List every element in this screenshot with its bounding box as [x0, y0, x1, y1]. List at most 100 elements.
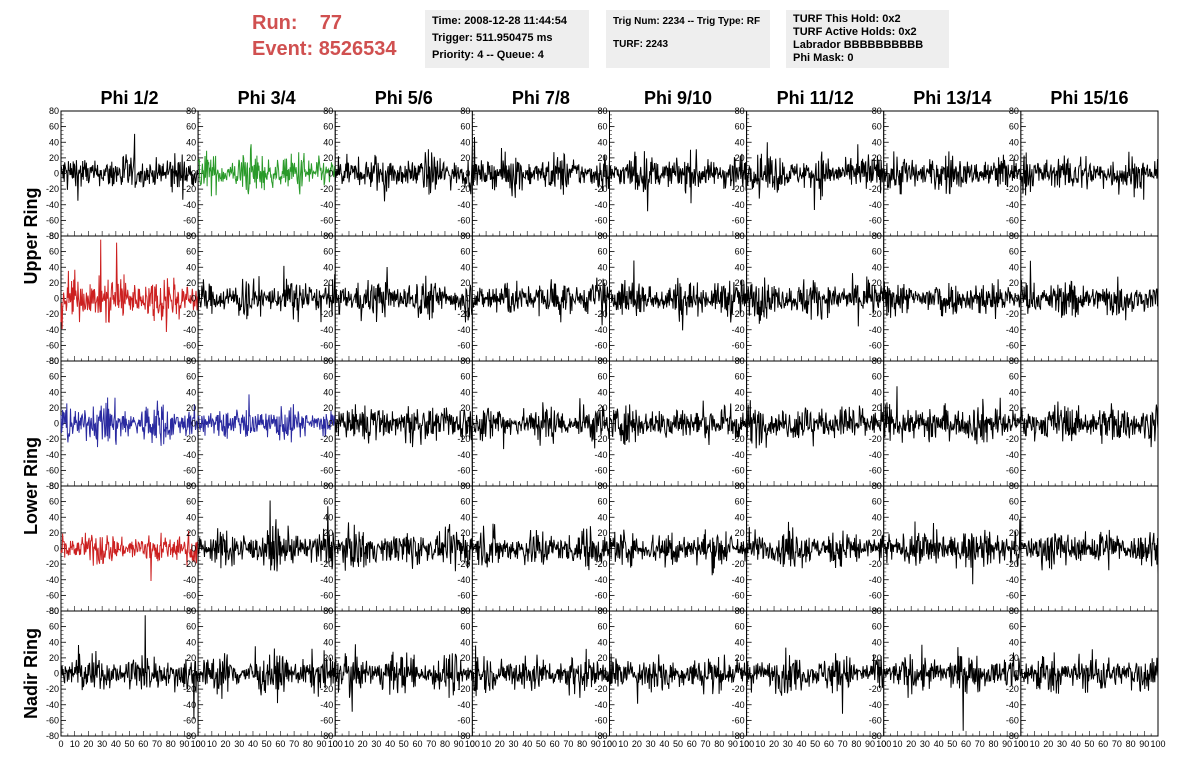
y-tick-label: 40	[186, 387, 196, 397]
x-tick-label: 60	[275, 739, 285, 749]
y-tick-label: -40	[457, 575, 470, 585]
x-tick-label: 100	[1013, 739, 1028, 749]
x-tick-label: 70	[975, 739, 985, 749]
y-tick-label: 60	[323, 122, 333, 132]
trigger-info-box: Trig Num: 2234 -- Trig Type: RF TURF: 22…	[606, 10, 770, 68]
y-tick-label: -20	[594, 434, 607, 444]
y-tick-label: 80	[49, 231, 59, 241]
x-tick-label: 60	[1098, 739, 1108, 749]
y-tick-label: 80	[323, 606, 333, 616]
y-tick-label: 0	[877, 294, 882, 304]
y-tick-label: 60	[460, 247, 470, 257]
x-tick-label: 90	[728, 739, 738, 749]
y-tick-label: -40	[869, 450, 882, 460]
y-tick-label: 40	[1009, 637, 1019, 647]
y-tick-label: 80	[735, 606, 745, 616]
row-title: Lower Ring	[21, 437, 41, 535]
y-tick-label: 20	[1009, 403, 1019, 413]
x-tick-label: 40	[659, 739, 669, 749]
y-tick-label: -20	[594, 184, 607, 194]
y-tick-label: -40	[594, 700, 607, 710]
y-tick-label: -40	[46, 700, 59, 710]
time-info-box: Time: 2008-12-28 11:44:54 Trigger: 511.9…	[425, 10, 589, 68]
y-tick-label: 60	[1009, 497, 1019, 507]
y-tick-label: 0	[1014, 419, 1019, 429]
y-tick-label: 40	[1009, 262, 1019, 272]
y-tick-label: -60	[869, 340, 882, 350]
x-tick-label: 30	[509, 739, 519, 749]
y-tick-label: 60	[49, 497, 59, 507]
y-tick-label: -40	[457, 450, 470, 460]
y-tick-label: 40	[460, 137, 470, 147]
y-tick-label: 20	[872, 653, 882, 663]
y-tick-label: 40	[872, 512, 882, 522]
y-tick-label: 20	[186, 153, 196, 163]
y-tick-label: 60	[597, 497, 607, 507]
x-tick-label: 60	[687, 739, 697, 749]
y-tick-label: -40	[183, 325, 196, 335]
y-tick-label: 40	[49, 637, 59, 647]
x-tick-label: 10	[1030, 739, 1040, 749]
y-tick-label: 80	[323, 106, 333, 116]
x-tick-label: 30	[234, 739, 244, 749]
x-tick-label: 20	[221, 739, 231, 749]
column-title: Phi 5/6	[375, 88, 433, 108]
y-tick-label: -60	[46, 340, 59, 350]
y-tick-label: 80	[597, 356, 607, 366]
y-tick-label: 40	[186, 512, 196, 522]
waveform-series	[609, 400, 748, 446]
y-tick-label: -20	[183, 684, 196, 694]
y-tick-label: 20	[1009, 278, 1019, 288]
y-tick-label: 0	[328, 419, 333, 429]
x-tick-label: 90	[591, 739, 601, 749]
y-tick-label: -40	[732, 200, 745, 210]
waveform-series	[746, 647, 885, 714]
y-tick-label: 80	[735, 356, 745, 366]
waveform-series	[334, 644, 473, 712]
y-tick-label: 0	[54, 294, 59, 304]
y-tick-label: -80	[869, 731, 882, 741]
y-tick-label: -60	[1006, 590, 1019, 600]
y-tick-label: -80	[46, 481, 59, 491]
y-tick-label: -60	[320, 340, 333, 350]
x-tick-label: 100	[1150, 739, 1165, 749]
y-tick-label: 20	[460, 403, 470, 413]
y-tick-label: 0	[465, 419, 470, 429]
y-tick-label: -40	[320, 575, 333, 585]
y-tick-label: -40	[46, 325, 59, 335]
priority-text: Priority: 4 -- Queue: 4	[432, 49, 544, 61]
y-tick-label: -20	[183, 559, 196, 569]
x-tick-label: 0	[607, 739, 612, 749]
waveform-series	[60, 615, 199, 720]
y-tick-label: -20	[869, 559, 882, 569]
waveform-series	[746, 400, 885, 449]
waveform-series	[609, 260, 748, 331]
y-tick-label: 80	[186, 356, 196, 366]
y-tick-label: 80	[323, 481, 333, 491]
y-tick-label: 60	[735, 247, 745, 257]
x-tick-label: 80	[166, 739, 176, 749]
y-tick-label: 80	[460, 231, 470, 241]
waveform-series	[883, 151, 1022, 195]
x-tick-label: 10	[70, 739, 80, 749]
trig-num-text: Trig Num: 2234 -- Trig Type: RF	[613, 16, 761, 27]
waveform-series	[883, 386, 1022, 445]
trigger-text: Trigger: 511.950475 ms	[432, 32, 553, 44]
y-tick-label: 60	[872, 622, 882, 632]
x-tick-label: 0	[470, 739, 475, 749]
y-tick-label: 20	[735, 528, 745, 538]
y-tick-label: 20	[735, 403, 745, 413]
x-tick-label: 70	[426, 739, 436, 749]
y-tick-label: -20	[183, 309, 196, 319]
y-tick-label: 20	[49, 653, 59, 663]
y-tick-label: 20	[186, 528, 196, 538]
turf-active-text: TURF Active Holds: 0x2	[793, 26, 917, 38]
y-tick-label: 20	[872, 153, 882, 163]
x-tick-label: 10	[207, 739, 217, 749]
y-tick-label: -40	[869, 325, 882, 335]
y-tick-label: 60	[597, 247, 607, 257]
y-tick-label: 0	[328, 294, 333, 304]
y-tick-label: 20	[735, 653, 745, 663]
y-tick-label: -20	[320, 309, 333, 319]
y-tick-label: 20	[460, 528, 470, 538]
